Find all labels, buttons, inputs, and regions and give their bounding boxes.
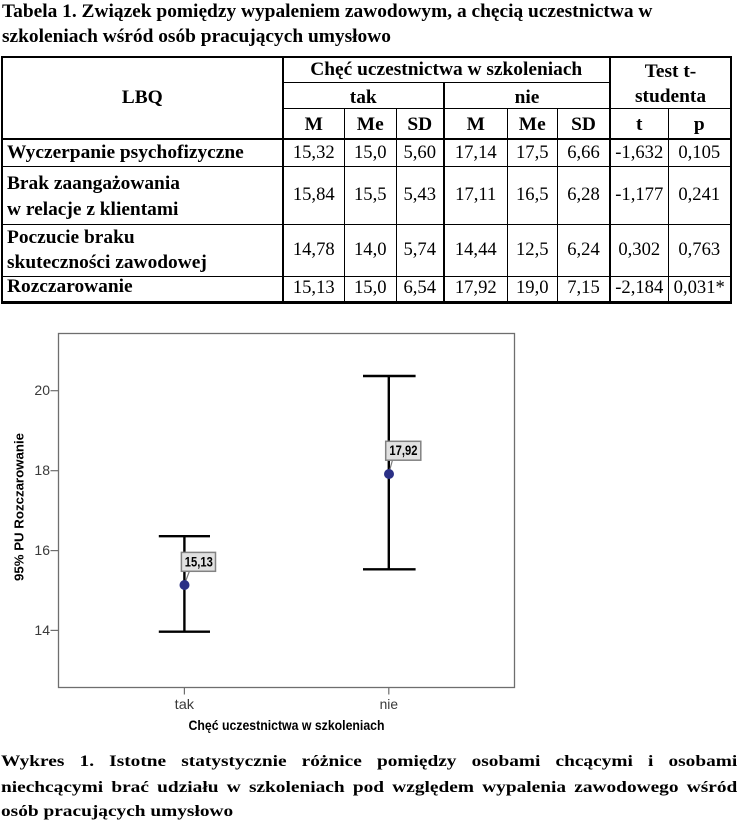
svg-text:17,92: 17,92 bbox=[389, 443, 417, 458]
svg-text:Chęć uczestnictwa w szkoleniac: Chęć uczestnictwa w szkoleniach bbox=[189, 717, 385, 733]
svg-text:20: 20 bbox=[34, 382, 50, 398]
svg-text:15,13: 15,13 bbox=[185, 554, 213, 569]
svg-text:18: 18 bbox=[34, 462, 50, 478]
svg-text:14: 14 bbox=[34, 622, 50, 638]
svg-text:16: 16 bbox=[34, 542, 50, 558]
svg-text:nie: nie bbox=[380, 696, 399, 712]
svg-text:95% PU Rozczarowanie: 95% PU Rozczarowanie bbox=[12, 433, 27, 581]
svg-text:tak: tak bbox=[175, 696, 195, 712]
